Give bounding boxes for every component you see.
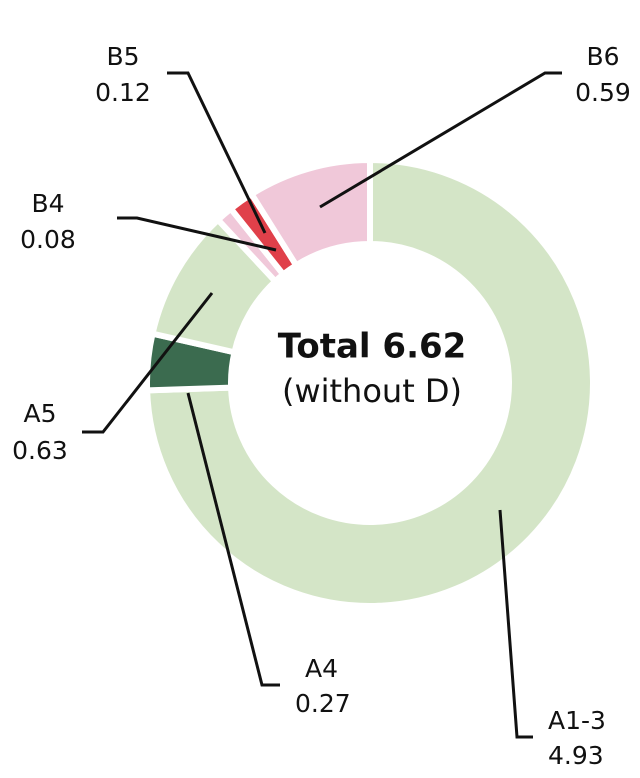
value-label: 0.59 xyxy=(575,78,631,107)
slice-label: B4 xyxy=(31,189,64,218)
donut-slice xyxy=(247,156,373,270)
slice-label: A4 xyxy=(305,654,338,683)
value-label: 4.93 xyxy=(548,741,604,770)
leader-line xyxy=(319,71,562,209)
donut-slice xyxy=(144,156,596,609)
slice-label: B6 xyxy=(586,42,619,71)
leader-line xyxy=(186,392,280,687)
value-label: 0.27 xyxy=(295,689,351,718)
value-label: 0.08 xyxy=(20,225,76,254)
center-subtitle: (without D) xyxy=(282,372,462,410)
value-label: 0.12 xyxy=(95,78,151,107)
slice-label: A5 xyxy=(23,399,56,428)
slice-label: B5 xyxy=(106,42,139,71)
leader-line xyxy=(117,216,277,252)
leader-line xyxy=(167,71,267,234)
leader-line xyxy=(498,509,533,739)
center-title: Total 6.62 xyxy=(278,327,467,367)
leader-line xyxy=(82,292,214,434)
value-label: 0.63 xyxy=(12,436,68,465)
slice-label: A1-3 xyxy=(548,706,606,735)
